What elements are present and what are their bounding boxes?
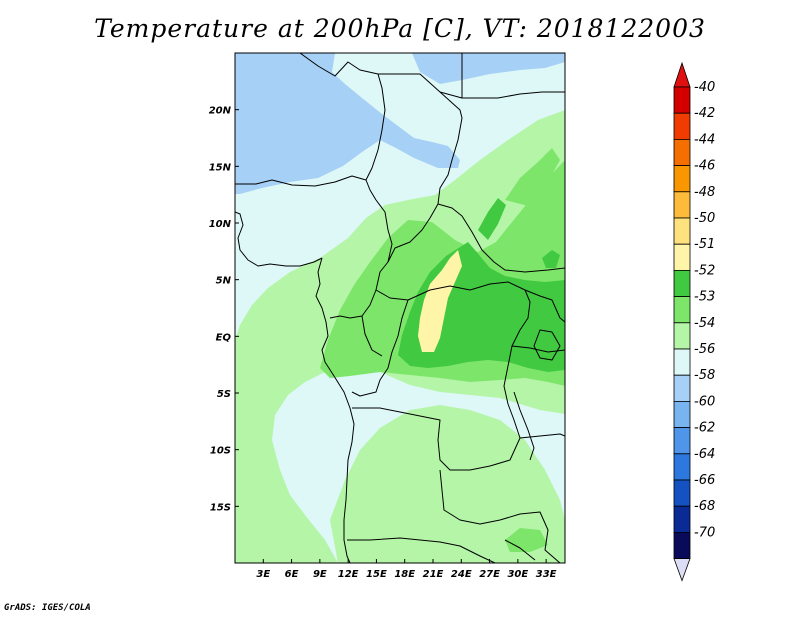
colorbar-label: -60 (694, 394, 715, 409)
band-56-region (235, 68, 280, 112)
x-tick-label: 3E (256, 569, 270, 580)
colorbar-swatch (673, 191, 691, 219)
x-tick-label: 27E (479, 569, 500, 580)
y-tick-label: 20N (209, 106, 232, 117)
colorbar-top-arrow (673, 61, 691, 88)
band-53-region (330, 405, 565, 563)
colorbar-label: -56 (694, 342, 715, 357)
x-tick-label: 30E (507, 569, 528, 580)
colorbar-bottom-arrow (673, 558, 691, 582)
x-axis: 3E 6E 9E 12E 15E 18E 21E 24E 27E 30E 33E (256, 559, 557, 580)
colorbar-label: -51 (694, 237, 715, 252)
colorbar-swatch (673, 86, 691, 114)
x-tick-label: 24E (451, 569, 472, 580)
y-tick-label: 10S (210, 446, 231, 457)
colorbar-swatch (673, 165, 691, 193)
colorbar-swatch (673, 427, 691, 455)
colorbar-label: -54 (694, 316, 715, 331)
colorbar-label: -62 (694, 421, 715, 436)
colorbar-swatch (673, 400, 691, 428)
band-51-region (478, 198, 506, 240)
colorbar-swatch (673, 322, 691, 350)
colorbar-label: -48 (694, 185, 715, 200)
colorbar-swatch (673, 374, 691, 402)
grads-credit: GrADS: IGES/COLA (4, 603, 91, 613)
y-tick-label: 5S (217, 389, 231, 400)
x-tick-label: 6E (285, 569, 299, 580)
map-frame (234, 52, 566, 564)
y-tick-label: EQ (216, 332, 232, 343)
band-56-region (235, 53, 460, 194)
colorbar-label: -46 (694, 159, 715, 174)
x-tick-label: 15E (366, 569, 387, 580)
colorbar-swatch (673, 243, 691, 271)
band-52-region (505, 148, 560, 206)
colorbar-swatch (673, 532, 691, 560)
y-tick-label: 10N (209, 219, 232, 230)
band-56-region (412, 53, 565, 84)
x-tick-label: 12E (338, 569, 359, 580)
colorbar-swatch (673, 112, 691, 140)
band-50-region (418, 250, 462, 352)
colorbar-label: -64 (694, 447, 715, 462)
band-51-region (542, 250, 560, 268)
colorbar-swatch (673, 217, 691, 245)
y-tick-label: 15S (210, 502, 231, 513)
x-tick-label: 33E (536, 569, 557, 580)
colorbar-swatch (673, 138, 691, 166)
colorbar-swatch (673, 269, 691, 297)
colorbar-label: -50 (694, 211, 715, 226)
colorbar: -40 -42 -44 -46 -48 -50 -51 -52 -53 -54 -56 -58 -60 -… (673, 61, 715, 582)
y-tick-label: 15N (209, 162, 232, 173)
y-axis: 20N 15N 10N 5N EQ 5S 10S 15S (209, 106, 239, 513)
colorbar-swatch (673, 348, 691, 376)
colorbar-swatch (673, 479, 691, 507)
y-tick-label: 5N (216, 276, 232, 287)
colorbar-label: -40 (694, 80, 715, 95)
temperature-field (235, 53, 565, 563)
colorbar-swatch (673, 505, 691, 533)
colorbar-label: -42 (694, 106, 715, 121)
colorbar-label: -53 (694, 290, 715, 305)
x-tick-label: 21E (423, 569, 444, 580)
colorbar-label: -44 (694, 132, 715, 147)
colorbar-label: -58 (694, 368, 715, 383)
country-borders (235, 53, 565, 563)
colorbar-swatch (673, 296, 691, 324)
x-tick-label: 18E (394, 569, 415, 580)
colorbar-label: -70 (694, 525, 715, 540)
map-title: Temperature at 200hPa [C], VT: 201812200… (94, 14, 706, 43)
colorbar-label: -52 (694, 263, 715, 278)
colorbar-swatch (673, 453, 691, 481)
x-tick-label: 9E (313, 569, 327, 580)
colorbar-label: -66 (694, 473, 715, 488)
colorbar-label: -68 (694, 499, 715, 514)
